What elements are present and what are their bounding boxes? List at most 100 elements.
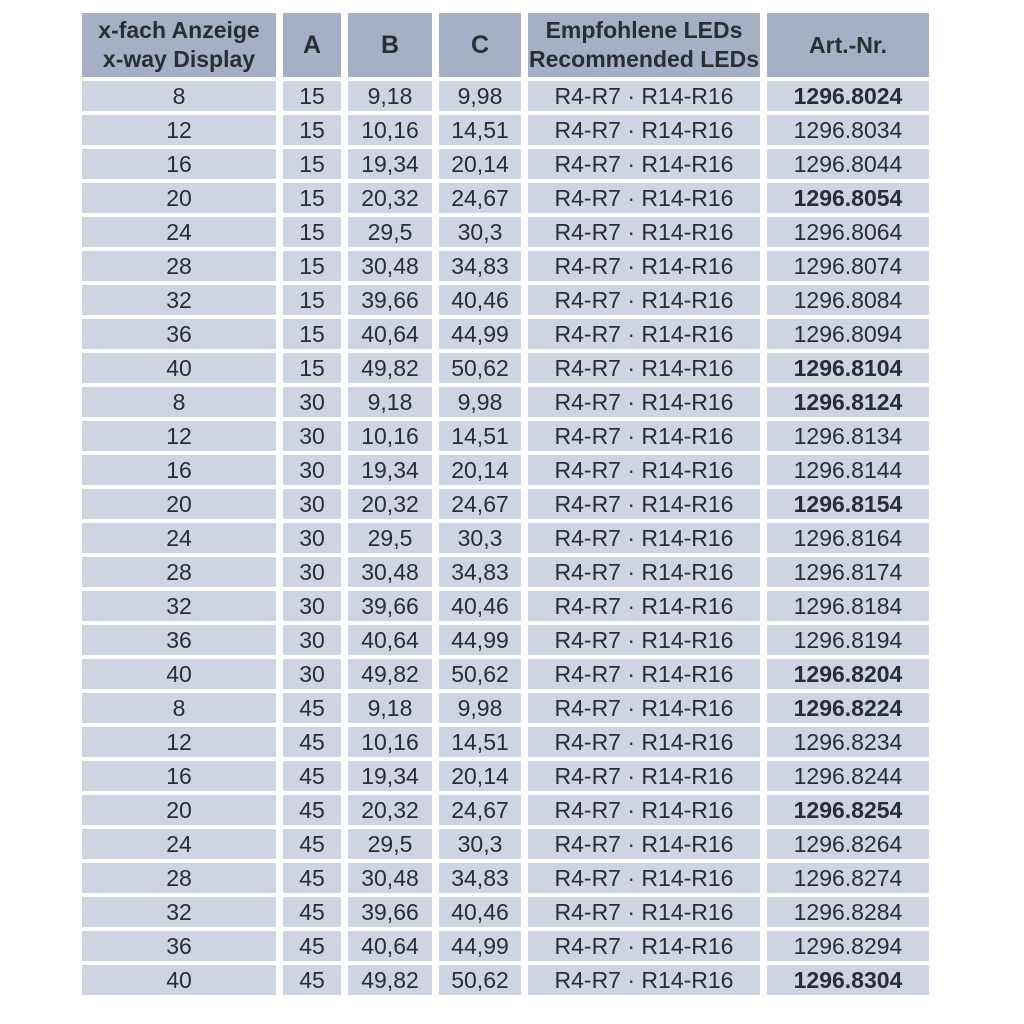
cell-xway: 28 <box>82 251 276 281</box>
cell-c: 34,83 <box>439 557 521 587</box>
cell-xway: 12 <box>82 727 276 757</box>
cell-b: 30,48 <box>348 863 432 893</box>
cell-b: 29,5 <box>348 523 432 553</box>
table-row: 36 45 40,64 44,99 R4-R7 · R14-R16 1296.8… <box>82 931 929 961</box>
table-row: 40 30 49,82 50,62 R4-R7 · R14-R16 1296.8… <box>82 659 929 689</box>
cell-xway: 36 <box>82 319 276 349</box>
table-row: 28 15 30,48 34,83 R4-R7 · R14-R16 1296.8… <box>82 251 929 281</box>
cell-art-nr: 1296.8034 <box>767 115 929 145</box>
cell-c: 40,46 <box>439 285 521 315</box>
cell-a: 45 <box>283 693 341 723</box>
cell-b: 29,5 <box>348 829 432 859</box>
cell-leds: R4-R7 · R14-R16 <box>528 897 760 927</box>
cell-art-nr: 1296.8174 <box>767 557 929 587</box>
cell-xway: 8 <box>82 81 276 111</box>
cell-leds: R4-R7 · R14-R16 <box>528 523 760 553</box>
cell-b: 40,64 <box>348 319 432 349</box>
cell-a: 15 <box>283 115 341 145</box>
cell-art-nr: 1296.8304 <box>767 965 929 995</box>
cell-a: 30 <box>283 523 341 553</box>
table-row: 8 15 9,18 9,98 R4-R7 · R14-R16 1296.8024 <box>82 81 929 111</box>
cell-art-nr: 1296.8124 <box>767 387 929 417</box>
header-leds-line1: Empfohlene LEDs <box>545 17 743 43</box>
cell-c: 9,98 <box>439 387 521 417</box>
cell-a: 15 <box>283 183 341 213</box>
cell-art-nr: 1296.8244 <box>767 761 929 791</box>
cell-xway: 16 <box>82 149 276 179</box>
header-art-nr: Art.-Nr. <box>767 13 929 77</box>
header-leds-line2: Recommended LEDs <box>528 46 760 72</box>
cell-b: 10,16 <box>348 421 432 451</box>
cell-xway: 40 <box>82 659 276 689</box>
header-xway-line2: x-way Display <box>102 46 256 72</box>
cell-a: 30 <box>283 557 341 587</box>
cell-a: 45 <box>283 795 341 825</box>
cell-leds: R4-R7 · R14-R16 <box>528 455 760 485</box>
cell-b: 30,48 <box>348 557 432 587</box>
cell-xway: 24 <box>82 523 276 553</box>
table-row: 20 45 20,32 24,67 R4-R7 · R14-R16 1296.8… <box>82 795 929 825</box>
cell-leds: R4-R7 · R14-R16 <box>528 251 760 281</box>
cell-art-nr: 1296.8104 <box>767 353 929 383</box>
cell-art-nr: 1296.8024 <box>767 81 929 111</box>
cell-b: 20,32 <box>348 795 432 825</box>
cell-c: 44,99 <box>439 319 521 349</box>
cell-art-nr: 1296.8254 <box>767 795 929 825</box>
cell-art-nr: 1296.8224 <box>767 693 929 723</box>
cell-a: 45 <box>283 829 341 859</box>
cell-leds: R4-R7 · R14-R16 <box>528 693 760 723</box>
cell-art-nr: 1296.8164 <box>767 523 929 553</box>
cell-leds: R4-R7 · R14-R16 <box>528 149 760 179</box>
table-row: 28 45 30,48 34,83 R4-R7 · R14-R16 1296.8… <box>82 863 929 893</box>
cell-c: 9,98 <box>439 693 521 723</box>
cell-leds: R4-R7 · R14-R16 <box>528 931 760 961</box>
product-table: x-fach Anzeige x-way Display A B C Empfo… <box>75 9 936 999</box>
cell-leds: R4-R7 · R14-R16 <box>528 115 760 145</box>
cell-a: 45 <box>283 761 341 791</box>
cell-b: 10,16 <box>348 115 432 145</box>
cell-leds: R4-R7 · R14-R16 <box>528 625 760 655</box>
cell-b: 29,5 <box>348 217 432 247</box>
cell-leds: R4-R7 · R14-R16 <box>528 319 760 349</box>
cell-leds: R4-R7 · R14-R16 <box>528 795 760 825</box>
cell-xway: 20 <box>82 489 276 519</box>
table-row: 12 30 10,16 14,51 R4-R7 · R14-R16 1296.8… <box>82 421 929 451</box>
cell-c: 24,67 <box>439 183 521 213</box>
cell-b: 40,64 <box>348 931 432 961</box>
cell-art-nr: 1296.8274 <box>767 863 929 893</box>
table-row: 16 15 19,34 20,14 R4-R7 · R14-R16 1296.8… <box>82 149 929 179</box>
cell-c: 44,99 <box>439 625 521 655</box>
cell-c: 9,98 <box>439 81 521 111</box>
cell-a: 30 <box>283 489 341 519</box>
cell-c: 40,46 <box>439 591 521 621</box>
cell-a: 45 <box>283 965 341 995</box>
cell-c: 24,67 <box>439 489 521 519</box>
cell-b: 39,66 <box>348 897 432 927</box>
cell-xway: 36 <box>82 625 276 655</box>
cell-xway: 40 <box>82 353 276 383</box>
cell-c: 14,51 <box>439 727 521 757</box>
cell-a: 30 <box>283 455 341 485</box>
cell-a: 30 <box>283 659 341 689</box>
table-row: 32 15 39,66 40,46 R4-R7 · R14-R16 1296.8… <box>82 285 929 315</box>
cell-a: 45 <box>283 897 341 927</box>
cell-c: 30,3 <box>439 829 521 859</box>
cell-leds: R4-R7 · R14-R16 <box>528 557 760 587</box>
cell-c: 30,3 <box>439 217 521 247</box>
cell-art-nr: 1296.8284 <box>767 897 929 927</box>
cell-art-nr: 1296.8204 <box>767 659 929 689</box>
cell-b: 39,66 <box>348 591 432 621</box>
cell-leds: R4-R7 · R14-R16 <box>528 761 760 791</box>
cell-a: 15 <box>283 149 341 179</box>
cell-leds: R4-R7 · R14-R16 <box>528 183 760 213</box>
cell-art-nr: 1296.8054 <box>767 183 929 213</box>
cell-a: 15 <box>283 217 341 247</box>
cell-b: 19,34 <box>348 455 432 485</box>
cell-a: 15 <box>283 251 341 281</box>
cell-a: 15 <box>283 353 341 383</box>
cell-leds: R4-R7 · R14-R16 <box>528 659 760 689</box>
table-wrap: x-fach Anzeige x-way Display A B C Empfo… <box>75 9 936 999</box>
cell-art-nr: 1296.8064 <box>767 217 929 247</box>
cell-a: 15 <box>283 81 341 111</box>
